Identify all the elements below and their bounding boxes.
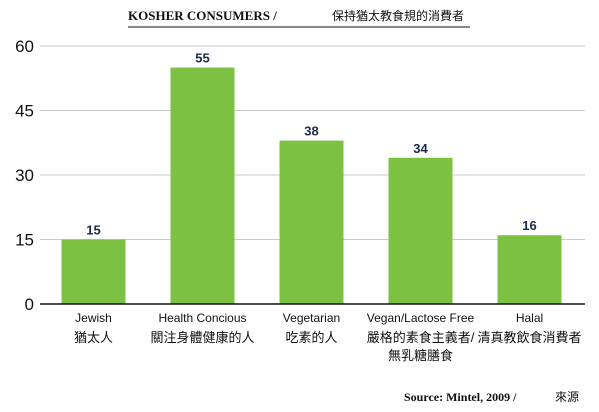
source-note: Source: Mintel, 2009 / xyxy=(404,390,517,404)
x-tick-label: Vegetarian xyxy=(283,311,340,325)
x-tick-label-zh: 吃素的人 xyxy=(285,330,337,345)
chart-title: KOSHER CONSUMERS / xyxy=(128,8,277,23)
x-tick-label-zh: 關注身體健康的人 xyxy=(150,330,254,345)
x-axis-labels: Jewish 猶太人 Health Concious 關注身體健康的人 Vegetari… xyxy=(74,311,582,363)
data-label: 16 xyxy=(522,218,536,233)
y-tick-label: 30 xyxy=(15,166,34,185)
x-tick-label-zh: 猶太人 xyxy=(74,330,113,345)
x-tick-label-zh: 清真教飲食消費者 xyxy=(477,330,581,345)
source-note-zh: 來源 xyxy=(555,390,579,404)
bar xyxy=(388,157,453,304)
x-tick-label: Health Concious xyxy=(158,311,246,325)
y-tick-label: 15 xyxy=(15,231,34,250)
chart-subtitle: 保持猶太教食規的消費者 xyxy=(332,8,464,23)
bar xyxy=(61,239,126,304)
bar xyxy=(497,235,562,304)
bar xyxy=(170,67,235,304)
x-tick-label: Jewish xyxy=(75,311,112,325)
x-tick-label: Vegan/Lactose Free xyxy=(367,311,475,325)
data-label: 38 xyxy=(304,124,318,139)
bars xyxy=(61,67,562,304)
value-labels: 15 55 38 34 16 xyxy=(86,51,536,238)
bar xyxy=(279,140,344,304)
y-tick-label: 0 xyxy=(25,295,34,314)
x-tick-label: Halal xyxy=(516,311,543,325)
y-axis-ticks: 0 15 30 45 60 xyxy=(15,37,34,314)
x-tick-label-zh: 嚴格的素食主義者/ xyxy=(367,330,475,345)
data-label: 15 xyxy=(86,223,100,238)
y-tick-label: 60 xyxy=(15,37,34,56)
x-tick-label-zh: 無乳糖膳食 xyxy=(388,348,453,363)
data-label: 34 xyxy=(413,141,428,156)
data-label: 55 xyxy=(195,51,209,66)
y-tick-label: 45 xyxy=(15,102,34,121)
